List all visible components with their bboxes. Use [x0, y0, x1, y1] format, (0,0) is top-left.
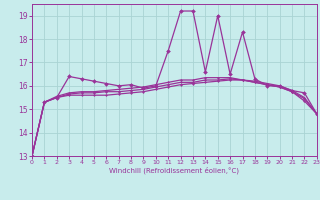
X-axis label: Windchill (Refroidissement éolien,°C): Windchill (Refroidissement éolien,°C) [109, 167, 239, 174]
